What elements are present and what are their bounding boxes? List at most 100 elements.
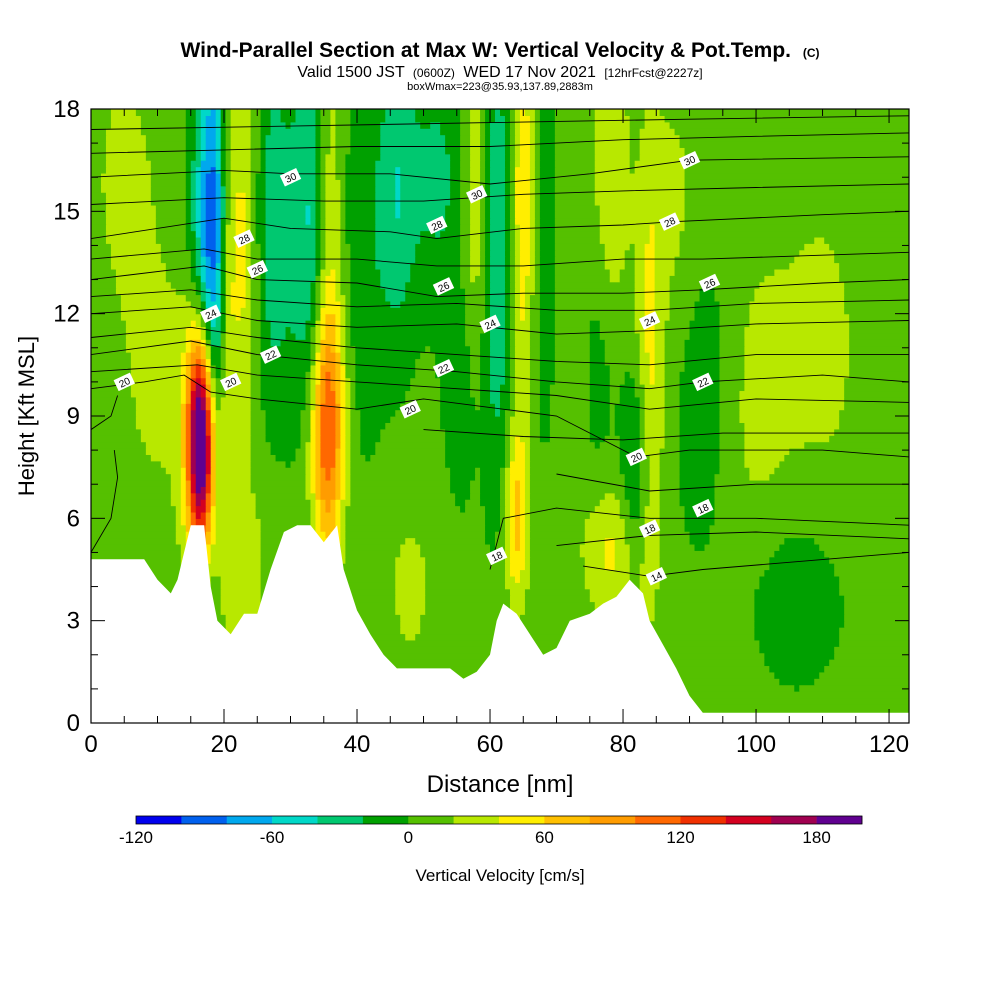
velocity-cell (524, 275, 536, 283)
velocity-cell (609, 390, 621, 398)
contour-label: 22 (692, 372, 714, 392)
velocity-cell (345, 300, 351, 308)
velocity-cell (190, 352, 202, 360)
velocity-cell (754, 614, 845, 622)
velocity-cell (504, 211, 511, 219)
velocity-cell (155, 211, 187, 219)
velocity-cell (539, 109, 556, 116)
contour-label-text: 22 (437, 362, 452, 377)
velocity-cell (230, 288, 247, 296)
velocity-cell (305, 377, 312, 385)
velocity-cell (340, 511, 346, 519)
velocity-cell (514, 575, 521, 583)
velocity-cell (195, 307, 202, 315)
velocity-cell (514, 518, 521, 526)
velocity-cell (185, 390, 192, 398)
velocity-cell (190, 339, 202, 347)
velocity-cell (260, 243, 267, 251)
velocity-cell (315, 505, 322, 513)
velocity-cell (504, 268, 511, 276)
velocity-cell (320, 115, 332, 123)
velocity-cell (185, 473, 192, 481)
velocity-cell (175, 524, 187, 532)
velocity-cell (684, 524, 711, 532)
velocity-cell (310, 300, 317, 308)
velocity-cell (265, 192, 317, 200)
velocity-cell (320, 262, 327, 270)
velocity-cell (754, 633, 840, 641)
velocity-cell (230, 115, 252, 123)
velocity-cell (425, 563, 506, 571)
velocity-cell (529, 262, 536, 270)
velocity-cell (460, 147, 471, 155)
velocity-cell (839, 639, 909, 647)
velocity-cell (220, 268, 227, 276)
velocity-cell (355, 364, 416, 372)
velocity-cell (509, 403, 516, 411)
velocity-cell (185, 339, 192, 347)
velocity-cell (320, 128, 332, 136)
velocity-cell (180, 422, 187, 430)
velocity-cell (205, 204, 217, 212)
velocity-cell (679, 479, 716, 487)
velocity-cell (205, 192, 217, 200)
velocity-cell (649, 358, 656, 366)
velocity-cell (220, 153, 227, 161)
velocity-cell (320, 467, 327, 475)
velocity-cell (200, 224, 207, 232)
velocity-cell (480, 147, 486, 155)
velocity-cell (190, 358, 197, 366)
velocity-cell (200, 134, 207, 142)
velocity-cell (844, 294, 909, 302)
velocity-cell (554, 288, 636, 296)
velocity-cell (395, 179, 401, 187)
velocity-cell (265, 230, 317, 238)
velocity-cell (400, 543, 421, 551)
velocity-cell (250, 115, 262, 123)
velocity-cell (654, 352, 666, 360)
velocity-cell (445, 428, 506, 436)
velocity-cell (684, 224, 909, 232)
contour-label: 14 (645, 567, 667, 586)
velocity-cell (629, 147, 641, 155)
velocity-cell (180, 473, 187, 481)
velocity-cell (480, 198, 486, 206)
velocity-cell (210, 479, 217, 487)
velocity-cell (375, 230, 421, 238)
velocity-cell (230, 211, 237, 219)
velocity-cell (300, 422, 312, 430)
contour-label-bg (638, 311, 661, 330)
colorbar-swatch (589, 816, 636, 824)
velocity-cell (265, 281, 312, 289)
velocity-cell (205, 147, 217, 155)
velocity-cell (230, 185, 252, 193)
velocity-cell (345, 396, 351, 404)
velocity-cell (205, 217, 217, 225)
velocity-cell (335, 435, 341, 443)
velocity-cell (200, 204, 207, 212)
velocity-cell (589, 320, 601, 328)
velocity-cell (195, 128, 202, 136)
velocity-cell (225, 384, 252, 392)
velocity-cell (335, 447, 341, 455)
velocity-cell (310, 486, 317, 494)
velocity-cell (370, 454, 446, 462)
velocity-cell (644, 428, 666, 436)
velocity-cell (320, 249, 327, 257)
velocity-cell (190, 492, 197, 500)
velocity-cell (225, 160, 232, 168)
velocity-cell (215, 217, 222, 225)
contour-label-bg (259, 345, 282, 364)
velocity-cell (325, 281, 337, 289)
velocity-cell (504, 569, 511, 577)
velocity-cell (405, 281, 461, 289)
velocity-cell (654, 607, 755, 615)
velocity-cell (335, 486, 341, 494)
velocity-cell (504, 140, 511, 148)
velocity-cell (335, 601, 396, 609)
velocity-cell (190, 204, 197, 212)
velocity-cell (440, 416, 506, 423)
velocity-cell (245, 300, 252, 308)
velocity-cell (465, 505, 486, 513)
velocity-cell (400, 192, 451, 200)
